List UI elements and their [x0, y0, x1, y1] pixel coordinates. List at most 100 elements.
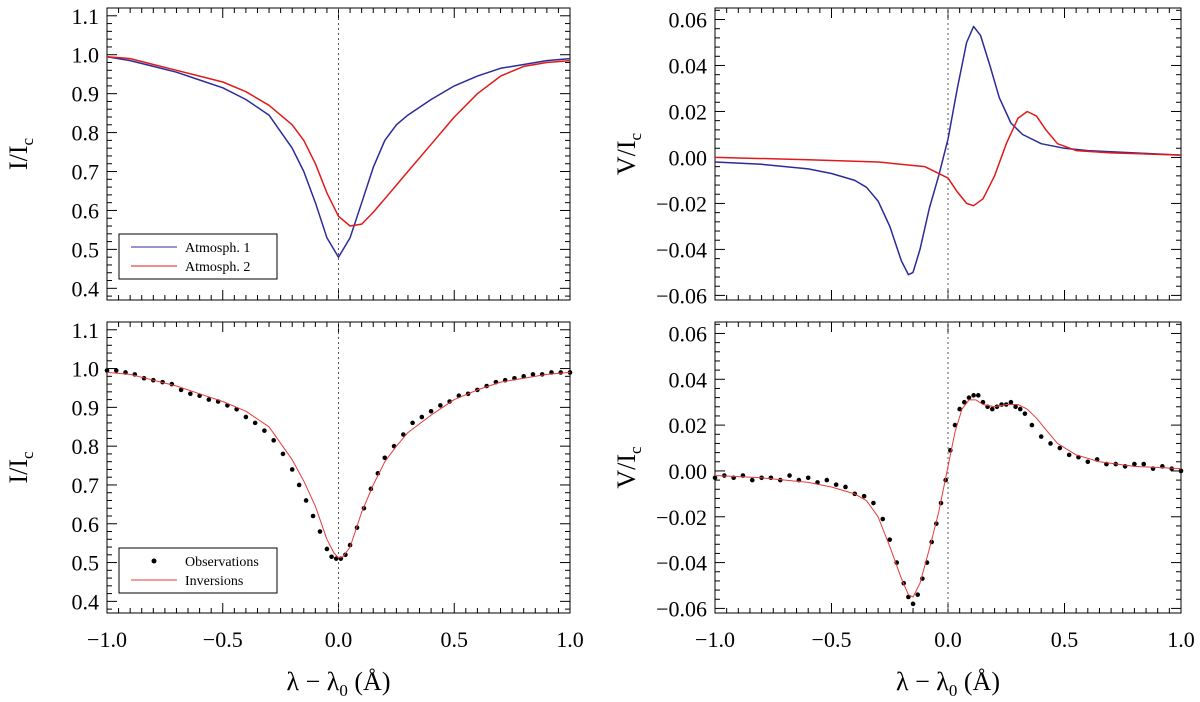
legend-label: Atmosph. 2	[185, 260, 250, 275]
y-axis-label: I/Ic	[4, 451, 37, 484]
series-line-inversions	[714, 399, 1182, 598]
observation-point	[861, 493, 867, 499]
x-tick-label: 0.5	[441, 627, 469, 652]
y-axis-label: I/Ic	[4, 138, 37, 171]
observation-point	[915, 592, 921, 597]
observation-point	[1141, 461, 1147, 467]
y-tick-label: 0.7	[72, 160, 100, 185]
panel-bottom-left: 0.4 0.5 0.6 0.7 0.8 0.9 1.0 1.1 I/Ic Observations…	[4, 318, 584, 700]
observation-point	[303, 498, 309, 503]
observation-point	[104, 368, 110, 373]
observation-point	[1178, 468, 1184, 474]
y-tick-label: 0.04	[669, 367, 708, 392]
y-tick-label: 0.9	[72, 82, 100, 107]
observation-point	[1017, 406, 1023, 412]
legend: Atmosph. 1 Atmosph. 2	[118, 233, 278, 280]
legend: Observations Inversions	[118, 547, 278, 594]
series-line-atmosph-2	[106, 55, 571, 227]
x-tick-label: −0.5	[812, 627, 852, 652]
y-tick-label: 0.9	[72, 395, 100, 420]
observation-point	[419, 414, 425, 420]
y-axis-label-sub: c	[18, 451, 37, 459]
observation-point	[280, 451, 286, 457]
observation-point	[401, 432, 406, 437]
observation-point	[428, 408, 434, 414]
observation-point	[887, 537, 893, 542]
observation-point	[333, 556, 339, 561]
y-tick-label: 0.7	[72, 473, 100, 498]
observation-point	[289, 467, 295, 472]
y-tick-label: 0.02	[669, 413, 708, 438]
observation-point	[113, 368, 119, 373]
observation-point	[957, 406, 962, 412]
observation-point	[317, 529, 323, 534]
observation-point	[324, 546, 330, 552]
y-tick-label: 0.8	[72, 434, 100, 459]
y-axis-label-main: V/I	[612, 454, 641, 489]
x-tick-label: 0.5	[1051, 627, 1079, 652]
observation-point	[805, 475, 811, 481]
observation-point	[243, 414, 249, 420]
observation-point	[1008, 399, 1014, 405]
y-axis-label-main: I/I	[4, 459, 33, 484]
y-axis-label-main: V/I	[612, 140, 641, 175]
y-tick-label: 0.5	[72, 237, 100, 262]
x-axis-label: λ − λ0 (Å)	[896, 667, 1000, 700]
panel-top-right: −0.06 −0.04 −0.02 0.00 0.02 0.04 0.06 V/Ic	[612, 7, 1182, 308]
observation-point	[521, 374, 526, 379]
series-line-atmosph-1	[714, 25, 1182, 276]
panel-bottom-right: −0.06−0.04−0.020.000.020.040.06V/Ic−1.0−…	[612, 321, 1195, 700]
legend-box	[118, 233, 278, 280]
observation-point	[343, 552, 348, 558]
observation-point	[1057, 445, 1063, 451]
y-tick-label: 0.4	[72, 589, 100, 614]
x-tick-label: −0.5	[203, 627, 243, 652]
y-tick-label: 0.8	[72, 121, 100, 146]
observation-point	[1085, 459, 1091, 465]
series-line-atmosph-1	[106, 55, 571, 258]
observation-point	[530, 372, 536, 377]
observation-point	[975, 393, 981, 398]
x-axis-label-unit: (Å)	[957, 667, 1000, 696]
y-tick-label: 0.06	[669, 7, 708, 32]
observation-point	[539, 372, 545, 377]
y-tick-label: 1.0	[72, 43, 100, 68]
series-line-inversions	[106, 371, 571, 559]
y-tick-label: 0.02	[669, 99, 708, 124]
observation-point	[1132, 461, 1137, 467]
y-tick-label: 0.00	[669, 145, 708, 170]
observation-point	[1013, 404, 1018, 410]
observation-point	[447, 399, 452, 404]
x-tick-label: −1.0	[695, 627, 735, 652]
y-axis-label-sub: c	[18, 138, 37, 146]
x-tick-label: −1.0	[87, 627, 127, 652]
observation-point	[910, 601, 916, 607]
x-axis-label-sub: 0	[949, 681, 958, 700]
x-axis-label-sub: 0	[339, 681, 348, 700]
x-axis-label-main: λ − λ	[896, 667, 949, 696]
observation-point	[824, 477, 830, 483]
x-tick-label: 1.0	[556, 627, 584, 652]
y-axis-label-sub: c	[626, 446, 645, 454]
observation-point	[329, 554, 334, 560]
y-tick-label: 0.4	[72, 276, 100, 301]
observation-point	[712, 475, 718, 481]
observation-point	[271, 438, 276, 443]
observation-point	[296, 482, 302, 488]
legend-box	[118, 547, 278, 594]
y-tick-label: −0.02	[656, 505, 707, 530]
observation-point	[310, 513, 316, 519]
y-tick-label: −0.02	[656, 191, 707, 216]
legend-label: Inversions	[185, 574, 243, 589]
x-axis-label-main: λ − λ	[287, 667, 340, 696]
legend-marker-dot	[151, 558, 157, 564]
y-axis-label-sub: c	[626, 132, 645, 140]
legend-label: Observations	[185, 555, 259, 570]
y-axis-label-main: I/I	[4, 146, 33, 171]
observation-point	[880, 516, 886, 522]
observation-point	[843, 484, 848, 490]
x-axis-label-unit: (Å)	[348, 667, 391, 696]
y-tick-label: 0.06	[669, 321, 708, 346]
observation-point	[206, 397, 212, 402]
